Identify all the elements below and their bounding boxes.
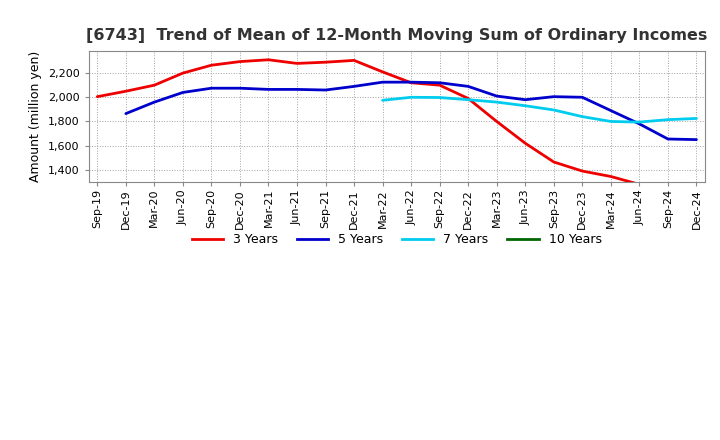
5 Years bbox=[635, 121, 644, 127]
5 Years bbox=[664, 136, 672, 142]
5 Years bbox=[606, 108, 615, 113]
3 Years bbox=[664, 185, 672, 190]
3 Years bbox=[407, 80, 415, 85]
3 Years bbox=[93, 94, 102, 99]
5 Years bbox=[492, 93, 501, 99]
7 Years bbox=[578, 114, 587, 119]
5 Years bbox=[378, 80, 387, 85]
3 Years bbox=[492, 119, 501, 124]
5 Years bbox=[150, 99, 158, 105]
Y-axis label: Amount (million yen): Amount (million yen) bbox=[30, 51, 42, 182]
3 Years bbox=[179, 70, 187, 76]
Line: 3 Years: 3 Years bbox=[97, 60, 668, 187]
3 Years bbox=[578, 169, 587, 174]
5 Years bbox=[321, 88, 330, 93]
3 Years bbox=[293, 61, 302, 66]
5 Years bbox=[179, 90, 187, 95]
7 Years bbox=[436, 95, 444, 100]
5 Years bbox=[578, 95, 587, 100]
3 Years bbox=[378, 69, 387, 74]
3 Years bbox=[321, 59, 330, 65]
Title: [6743]  Trend of Mean of 12-Month Moving Sum of Ordinary Incomes: [6743] Trend of Mean of 12-Month Moving … bbox=[86, 28, 708, 43]
7 Years bbox=[635, 119, 644, 125]
Line: 5 Years: 5 Years bbox=[126, 82, 696, 139]
5 Years bbox=[549, 94, 558, 99]
3 Years bbox=[549, 159, 558, 165]
3 Years bbox=[464, 96, 472, 101]
3 Years bbox=[436, 83, 444, 88]
5 Years bbox=[235, 85, 244, 91]
5 Years bbox=[293, 87, 302, 92]
5 Years bbox=[207, 85, 216, 91]
3 Years bbox=[635, 182, 644, 187]
3 Years bbox=[264, 57, 273, 62]
5 Years bbox=[122, 111, 130, 116]
3 Years bbox=[350, 58, 359, 63]
3 Years bbox=[606, 174, 615, 179]
5 Years bbox=[521, 97, 530, 103]
5 Years bbox=[350, 84, 359, 89]
7 Years bbox=[407, 95, 415, 100]
5 Years bbox=[464, 84, 472, 89]
7 Years bbox=[464, 97, 472, 103]
7 Years bbox=[521, 103, 530, 108]
7 Years bbox=[549, 107, 558, 113]
5 Years bbox=[407, 80, 415, 85]
7 Years bbox=[606, 119, 615, 124]
7 Years bbox=[664, 117, 672, 122]
3 Years bbox=[235, 59, 244, 64]
5 Years bbox=[436, 80, 444, 85]
7 Years bbox=[492, 99, 501, 105]
Legend: 3 Years, 5 Years, 7 Years, 10 Years: 3 Years, 5 Years, 7 Years, 10 Years bbox=[187, 228, 607, 252]
Line: 7 Years: 7 Years bbox=[382, 97, 696, 122]
3 Years bbox=[122, 88, 130, 94]
5 Years bbox=[692, 137, 701, 142]
7 Years bbox=[378, 98, 387, 103]
3 Years bbox=[150, 83, 158, 88]
3 Years bbox=[207, 62, 216, 68]
5 Years bbox=[264, 87, 273, 92]
7 Years bbox=[692, 116, 701, 121]
3 Years bbox=[521, 141, 530, 146]
